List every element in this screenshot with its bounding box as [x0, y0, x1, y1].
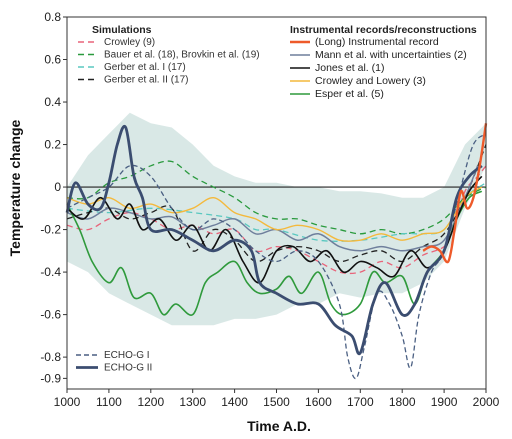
y-axis-title: Temperature change: [7, 119, 23, 256]
y-tick-label: 0.2: [44, 138, 61, 152]
legend-records-heading: Instrumental records/reconstructions: [290, 24, 477, 36]
y-tick-label: -0.4: [40, 265, 61, 279]
y-tick-label: -0.9: [40, 371, 61, 385]
series-echo2: [65, 124, 483, 356]
x-tick-label: 1700: [347, 395, 374, 409]
legend-label-esper: Esper et al. (5): [315, 88, 384, 100]
plot-area: [65, 112, 488, 380]
x-tick-label: 2000: [473, 395, 500, 409]
legend-label-mann: Mann et al. with uncertainties (2): [315, 49, 467, 61]
y-tick-label: -0.6: [40, 308, 61, 322]
y-tick-label: 0.4: [44, 95, 61, 109]
y-tick-label: 0.6: [44, 53, 61, 67]
y-tick-label: -0.2: [40, 223, 61, 237]
axes: 0.8 0.6 0.4 0.2 0 -0.2 -0.4 -0.6 -0.8 -0.9 1000 110…: [40, 10, 499, 409]
series-echo1: [66, 133, 487, 380]
x-tick-label: 1600: [305, 395, 332, 409]
x-tick-label: 1100: [96, 395, 122, 409]
x-tick-label: 1000: [54, 395, 81, 409]
series-instrumental: [422, 123, 488, 264]
legend-label-echo2: ECHO-G II: [104, 363, 152, 374]
y-tick-label: 0.8: [44, 10, 61, 24]
series-crowley_lowery: [66, 186, 483, 242]
legend-label-crowley_lowery: Crowley and Lowery (3): [315, 75, 426, 87]
legend-label-jones: Jones et al. (1): [315, 62, 384, 74]
x-tick-label: 1200: [137, 395, 164, 409]
x-tick-label: 1800: [389, 395, 416, 409]
legend-label-instrumental: (Long) Instrumental record: [315, 36, 439, 48]
x-tick-label: 1500: [263, 395, 290, 409]
x-tick-label: 1300: [179, 395, 206, 409]
x-tick-label: 1900: [431, 395, 458, 409]
y-tick-label: -0.8: [40, 350, 61, 364]
series-bauer: [66, 160, 487, 235]
legend-label-gerber2: Gerber et al. II (17): [104, 75, 188, 86]
legend-label-crowley_sim: Crowley (9): [104, 37, 155, 48]
legend-label-echo1: ECHO-G I: [104, 350, 150, 361]
y-tick-label: 0: [54, 180, 61, 194]
series-jones: [66, 175, 483, 284]
legend-label-bauer: Bauer et al. (18), Brovkin et al. (19): [104, 50, 260, 61]
legend-label-gerber1: Gerber et al. I (17): [104, 62, 186, 73]
x-tick-label: 1400: [221, 395, 248, 409]
x-axis-title: Time A.D.: [247, 418, 311, 434]
legend-simulations-heading: Simulations: [92, 24, 152, 36]
